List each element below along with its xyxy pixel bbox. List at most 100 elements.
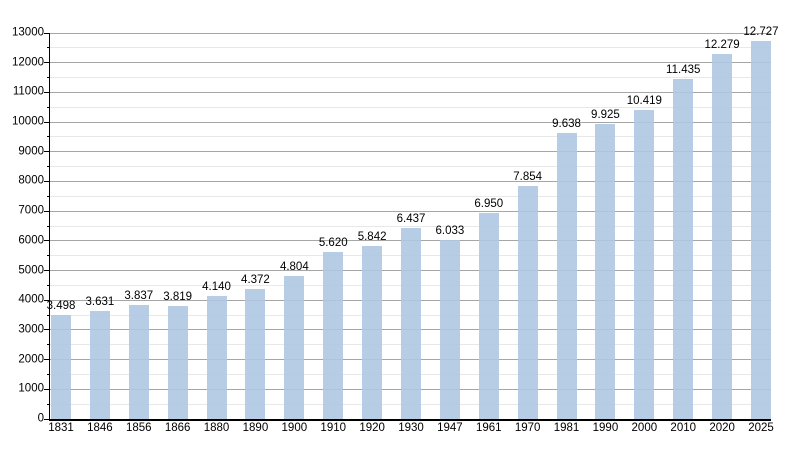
y-gridline-minor xyxy=(50,106,771,108)
y-axis-label: 0 xyxy=(37,412,44,425)
y-tick-major xyxy=(44,299,50,301)
x-axis-label: 1880 xyxy=(203,422,230,434)
y-tick-minor xyxy=(46,344,50,346)
x-axis-label: 1920 xyxy=(359,422,385,434)
y-axis-label: 6000 xyxy=(18,234,44,247)
bar xyxy=(595,124,616,419)
y-gridline-major xyxy=(50,32,771,34)
bar xyxy=(556,132,577,419)
x-axis-label: 2020 xyxy=(709,422,735,434)
y-gridline-minor xyxy=(50,47,771,49)
y-tick-major xyxy=(44,418,50,420)
y-tick-major xyxy=(44,151,50,153)
bar xyxy=(439,239,460,419)
y-tick-minor xyxy=(46,106,50,108)
bar xyxy=(751,41,771,419)
x-axis-label: 1856 xyxy=(125,422,152,434)
x-axis-label: 1981 xyxy=(553,422,580,434)
x-axis-label: 1910 xyxy=(320,422,347,434)
x-axis-label: 2025 xyxy=(748,422,774,434)
bar xyxy=(128,305,149,419)
bar xyxy=(89,311,110,419)
y-axis-label: 11000 xyxy=(12,85,44,98)
y-tick-major xyxy=(44,388,50,390)
y-tick-major xyxy=(44,180,50,182)
x-axis-label: 1947 xyxy=(437,422,463,434)
y-axis-label: 8000 xyxy=(18,174,44,187)
bar-value-label: 4.804 xyxy=(279,261,309,274)
bar-value-label: 6.033 xyxy=(435,224,465,237)
bar-value-label: 3.837 xyxy=(124,290,154,303)
y-axis-label: 5000 xyxy=(18,263,44,276)
y-tick-minor xyxy=(46,77,50,79)
bar-value-label: 12.279 xyxy=(704,39,740,52)
y-tick-major xyxy=(44,121,50,123)
y-gridline-major xyxy=(50,210,771,212)
bar-value-label: 6.437 xyxy=(396,212,426,225)
bar-value-label: 10.419 xyxy=(626,94,662,107)
y-axis-label: 9000 xyxy=(18,145,44,158)
y-axis-label: 3000 xyxy=(18,323,44,336)
y-axis-line xyxy=(49,33,50,421)
y-tick-minor xyxy=(46,136,50,138)
bar xyxy=(673,79,694,419)
y-gridline-minor xyxy=(50,195,771,197)
bar-value-label: 6.950 xyxy=(474,197,504,210)
bar-value-label: 5.620 xyxy=(318,237,348,250)
bar xyxy=(712,54,733,419)
y-axis-label: 13000 xyxy=(12,26,44,39)
y-axis-label: 12000 xyxy=(12,55,44,68)
y-tick-minor xyxy=(46,225,50,227)
bar xyxy=(634,109,655,419)
y-gridline-major xyxy=(50,121,771,123)
x-axis-label: 1961 xyxy=(475,422,502,434)
y-tick-minor xyxy=(46,166,50,168)
y-tick-major xyxy=(44,329,50,331)
y-gridline-minor xyxy=(50,166,771,168)
bar-value-label: 3.631 xyxy=(85,296,115,309)
bar-value-label: 5.842 xyxy=(357,230,387,243)
x-axis-label: 2000 xyxy=(631,422,658,434)
y-axis-label: 10000 xyxy=(12,115,44,128)
y-tick-minor xyxy=(46,373,50,375)
x-axis-label: 1890 xyxy=(242,422,269,434)
y-tick-major xyxy=(44,62,50,64)
x-axis-label: 2010 xyxy=(670,422,697,434)
bar xyxy=(517,185,538,419)
y-tick-minor xyxy=(46,195,50,197)
x-axis-label: 1990 xyxy=(592,422,619,434)
x-axis-label: 1846 xyxy=(87,422,113,434)
y-gridline-major xyxy=(50,180,771,182)
bar-value-label: 9.638 xyxy=(552,117,581,130)
y-tick-major xyxy=(44,210,50,212)
y-tick-major xyxy=(44,32,50,34)
bar-value-label: 9.925 xyxy=(591,109,620,122)
y-tick-minor xyxy=(46,284,50,286)
bar-value-label: 4.372 xyxy=(241,274,270,287)
x-axis-line xyxy=(49,419,771,421)
bar xyxy=(478,212,499,419)
bar xyxy=(167,305,188,419)
y-axis-label: 7000 xyxy=(18,204,44,217)
bar xyxy=(401,227,421,419)
bar xyxy=(323,252,344,419)
y-gridline-minor xyxy=(50,136,771,138)
y-tick-minor xyxy=(46,47,50,49)
x-axis-label: 1930 xyxy=(398,422,424,434)
y-tick-major xyxy=(44,359,50,361)
bar xyxy=(245,289,266,419)
x-axis-label: 1970 xyxy=(514,422,541,434)
bar-value-label: 11.435 xyxy=(666,64,701,77)
bar-value-label: 4.140 xyxy=(202,281,231,294)
y-gridline-major xyxy=(50,91,771,93)
bar-value-label: 3.498 xyxy=(46,300,76,313)
bar-value-label: 3.819 xyxy=(163,290,193,303)
y-tick-major xyxy=(44,240,50,242)
y-tick-minor xyxy=(46,255,50,257)
bar xyxy=(206,296,227,419)
y-gridline-minor xyxy=(50,225,771,227)
y-gridline-major xyxy=(50,62,771,64)
y-axis-label: 1000 xyxy=(18,382,44,395)
bar-value-label: 12.727 xyxy=(743,26,779,39)
